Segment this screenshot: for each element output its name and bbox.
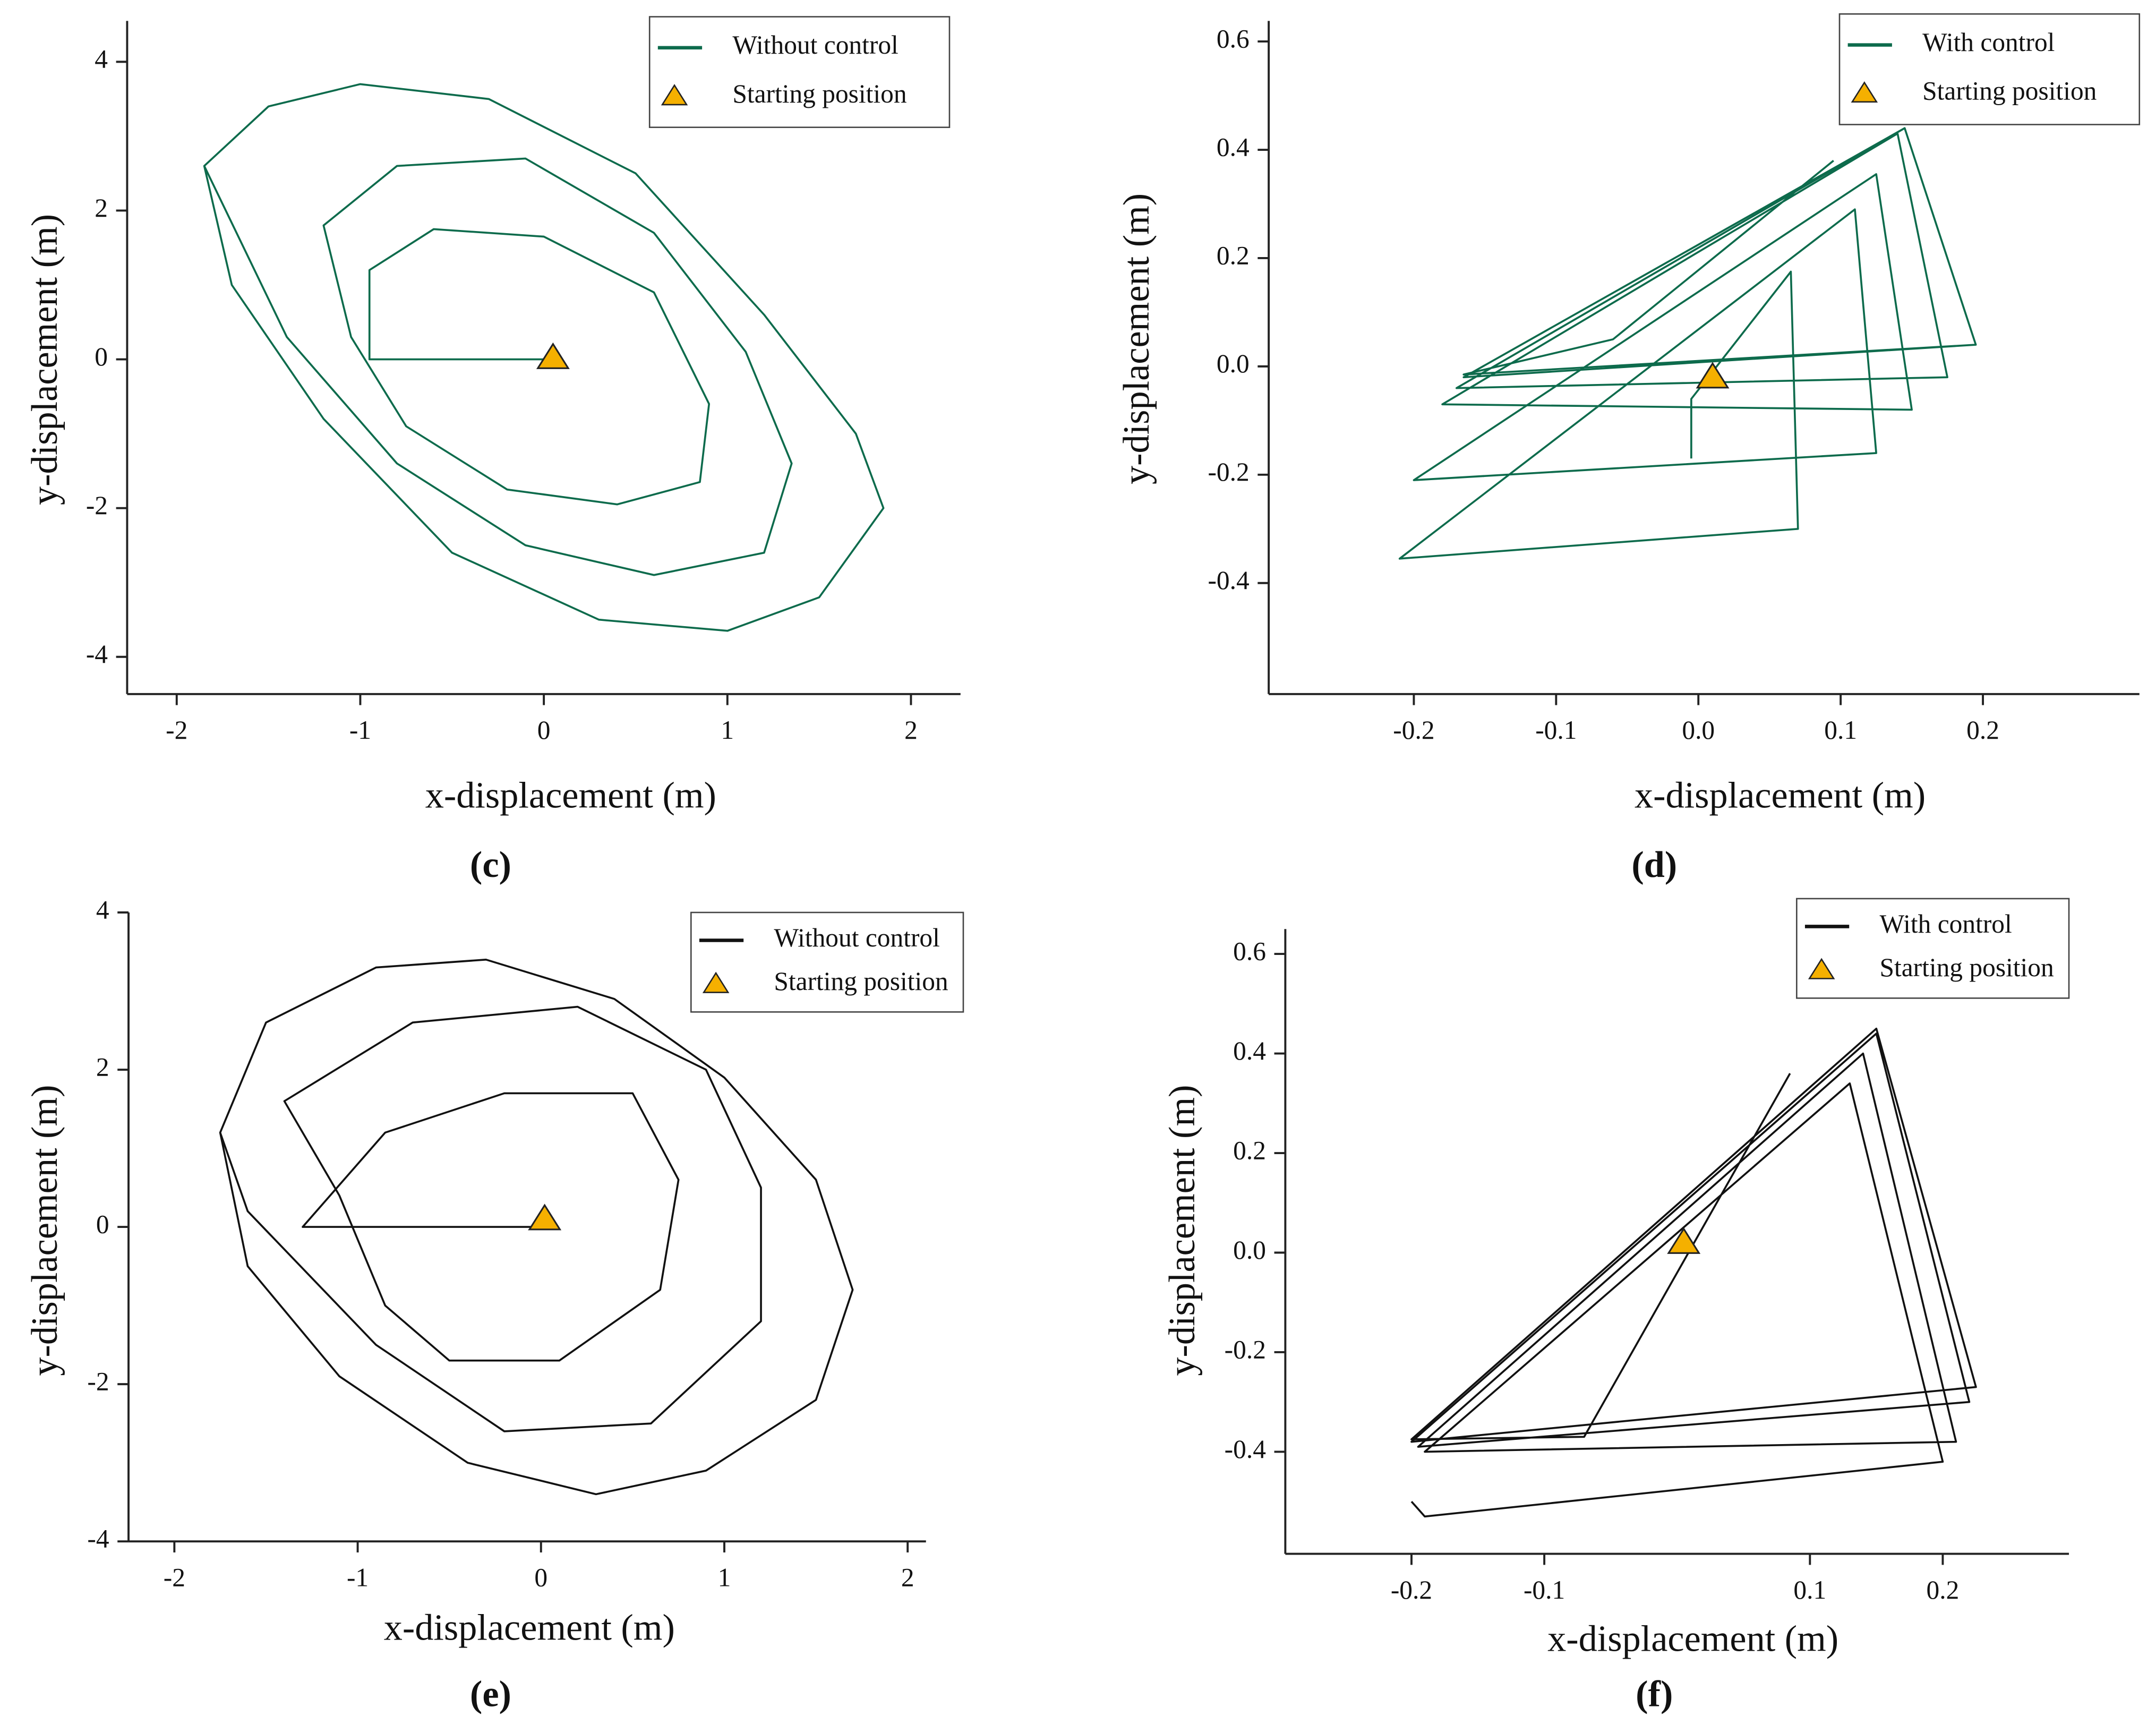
- legend-box: [648, 16, 951, 129]
- subplot-label: (d): [1631, 844, 1677, 885]
- x-tick-label: 0: [534, 1563, 547, 1592]
- legend-label: With control: [1879, 909, 2012, 938]
- legend-label: Without control: [774, 923, 939, 952]
- x-tick-label: 1: [721, 715, 734, 745]
- x-tick-label: -0.1: [1524, 1575, 1565, 1604]
- y-tick-label: -2: [86, 491, 108, 520]
- y-tick-label: -4: [86, 639, 108, 669]
- x-tick-label: -1: [347, 1563, 369, 1592]
- start-marker: [1696, 362, 1730, 389]
- y-tick-label: 0.0: [1233, 1235, 1266, 1265]
- legend-label: Starting position: [1922, 76, 2097, 106]
- x-axis-label: x-displacement (m): [1547, 1618, 1838, 1659]
- legend-box: [1838, 13, 2141, 125]
- legend-label: Starting position: [774, 967, 948, 996]
- x-tick-label: -2: [164, 1563, 185, 1592]
- x-tick-label: 2: [904, 715, 918, 745]
- x-tick-label: -0.2: [1391, 1575, 1432, 1604]
- x-tick-label: -0.1: [1535, 715, 1577, 745]
- x-tick-label: -2: [166, 715, 187, 745]
- y-tick-label: 0.4: [1217, 132, 1250, 161]
- legend-marker: [702, 971, 730, 993]
- y-tick-label: 2: [95, 193, 108, 223]
- x-tick-label: -0.2: [1393, 715, 1434, 745]
- y-tick-label: 2: [96, 1052, 109, 1081]
- y-tick-label: 4: [96, 895, 109, 924]
- y-tick-label: 0: [96, 1209, 109, 1239]
- trajectory: [219, 958, 854, 1496]
- legend-label: With control: [1922, 28, 2055, 57]
- legend-box: [1796, 898, 2070, 999]
- trajectory: [203, 83, 885, 632]
- y-tick-label: -0.4: [1225, 1435, 1266, 1464]
- x-axis-label: x-displacement (m): [1635, 775, 1926, 816]
- y-tick-label: 0.4: [1233, 1036, 1266, 1065]
- x-tick-label: -1: [349, 715, 371, 745]
- trajectory: [1410, 1027, 1977, 1518]
- y-axis-label: y-displacement (m): [24, 214, 65, 505]
- x-tick-label: 1: [718, 1563, 731, 1592]
- x-tick-label: 0.2: [1966, 715, 1999, 745]
- y-tick-label: 0.2: [1233, 1136, 1266, 1165]
- x-tick-label: 2: [901, 1563, 914, 1592]
- y-tick-label: 0.6: [1217, 24, 1250, 53]
- x-tick-label: 0: [537, 715, 551, 745]
- start-marker: [528, 1204, 562, 1231]
- start-marker: [536, 342, 570, 369]
- y-tick-label: 0.0: [1217, 349, 1250, 378]
- y-axis-label: y-displacement (m): [1161, 1085, 1203, 1376]
- x-axis-label: x-displacement (m): [425, 775, 716, 816]
- x-tick-label: 0.1: [1793, 1575, 1826, 1604]
- legend-box: [690, 911, 964, 1013]
- start-marker: [1667, 1227, 1701, 1254]
- subplot-label: (f): [1636, 1673, 1673, 1714]
- y-tick-label: -0.2: [1208, 457, 1249, 487]
- legend-label: Without control: [732, 30, 898, 59]
- y-tick-label: 0: [95, 342, 108, 371]
- x-tick-label: 0.0: [1682, 715, 1715, 745]
- x-tick-label: 0.2: [1927, 1575, 1960, 1604]
- y-tick-label: -4: [87, 1524, 109, 1554]
- y-axis-label: y-displacement (m): [1116, 193, 1157, 484]
- legend-marker: [661, 84, 688, 106]
- y-tick-label: 0.6: [1233, 936, 1266, 966]
- y-tick-label: 0.2: [1217, 241, 1250, 270]
- x-tick-label: 0.1: [1824, 715, 1857, 745]
- subplot-label: (e): [470, 1673, 511, 1714]
- x-axis-label: x-displacement (m): [384, 1607, 675, 1648]
- y-tick-label: -0.4: [1208, 566, 1249, 595]
- legend-marker: [1851, 81, 1878, 103]
- legend-label: Starting position: [732, 79, 906, 108]
- y-tick-label: 4: [95, 45, 108, 74]
- subplot-label: (c): [470, 844, 511, 885]
- y-tick-label: -0.2: [1225, 1335, 1266, 1364]
- trajectory: [1398, 127, 1977, 560]
- y-tick-label: -2: [87, 1367, 109, 1396]
- y-axis-label: y-displacement (m): [24, 1085, 65, 1376]
- legend-marker: [1808, 958, 1835, 979]
- legend-label: Starting position: [1879, 953, 2054, 982]
